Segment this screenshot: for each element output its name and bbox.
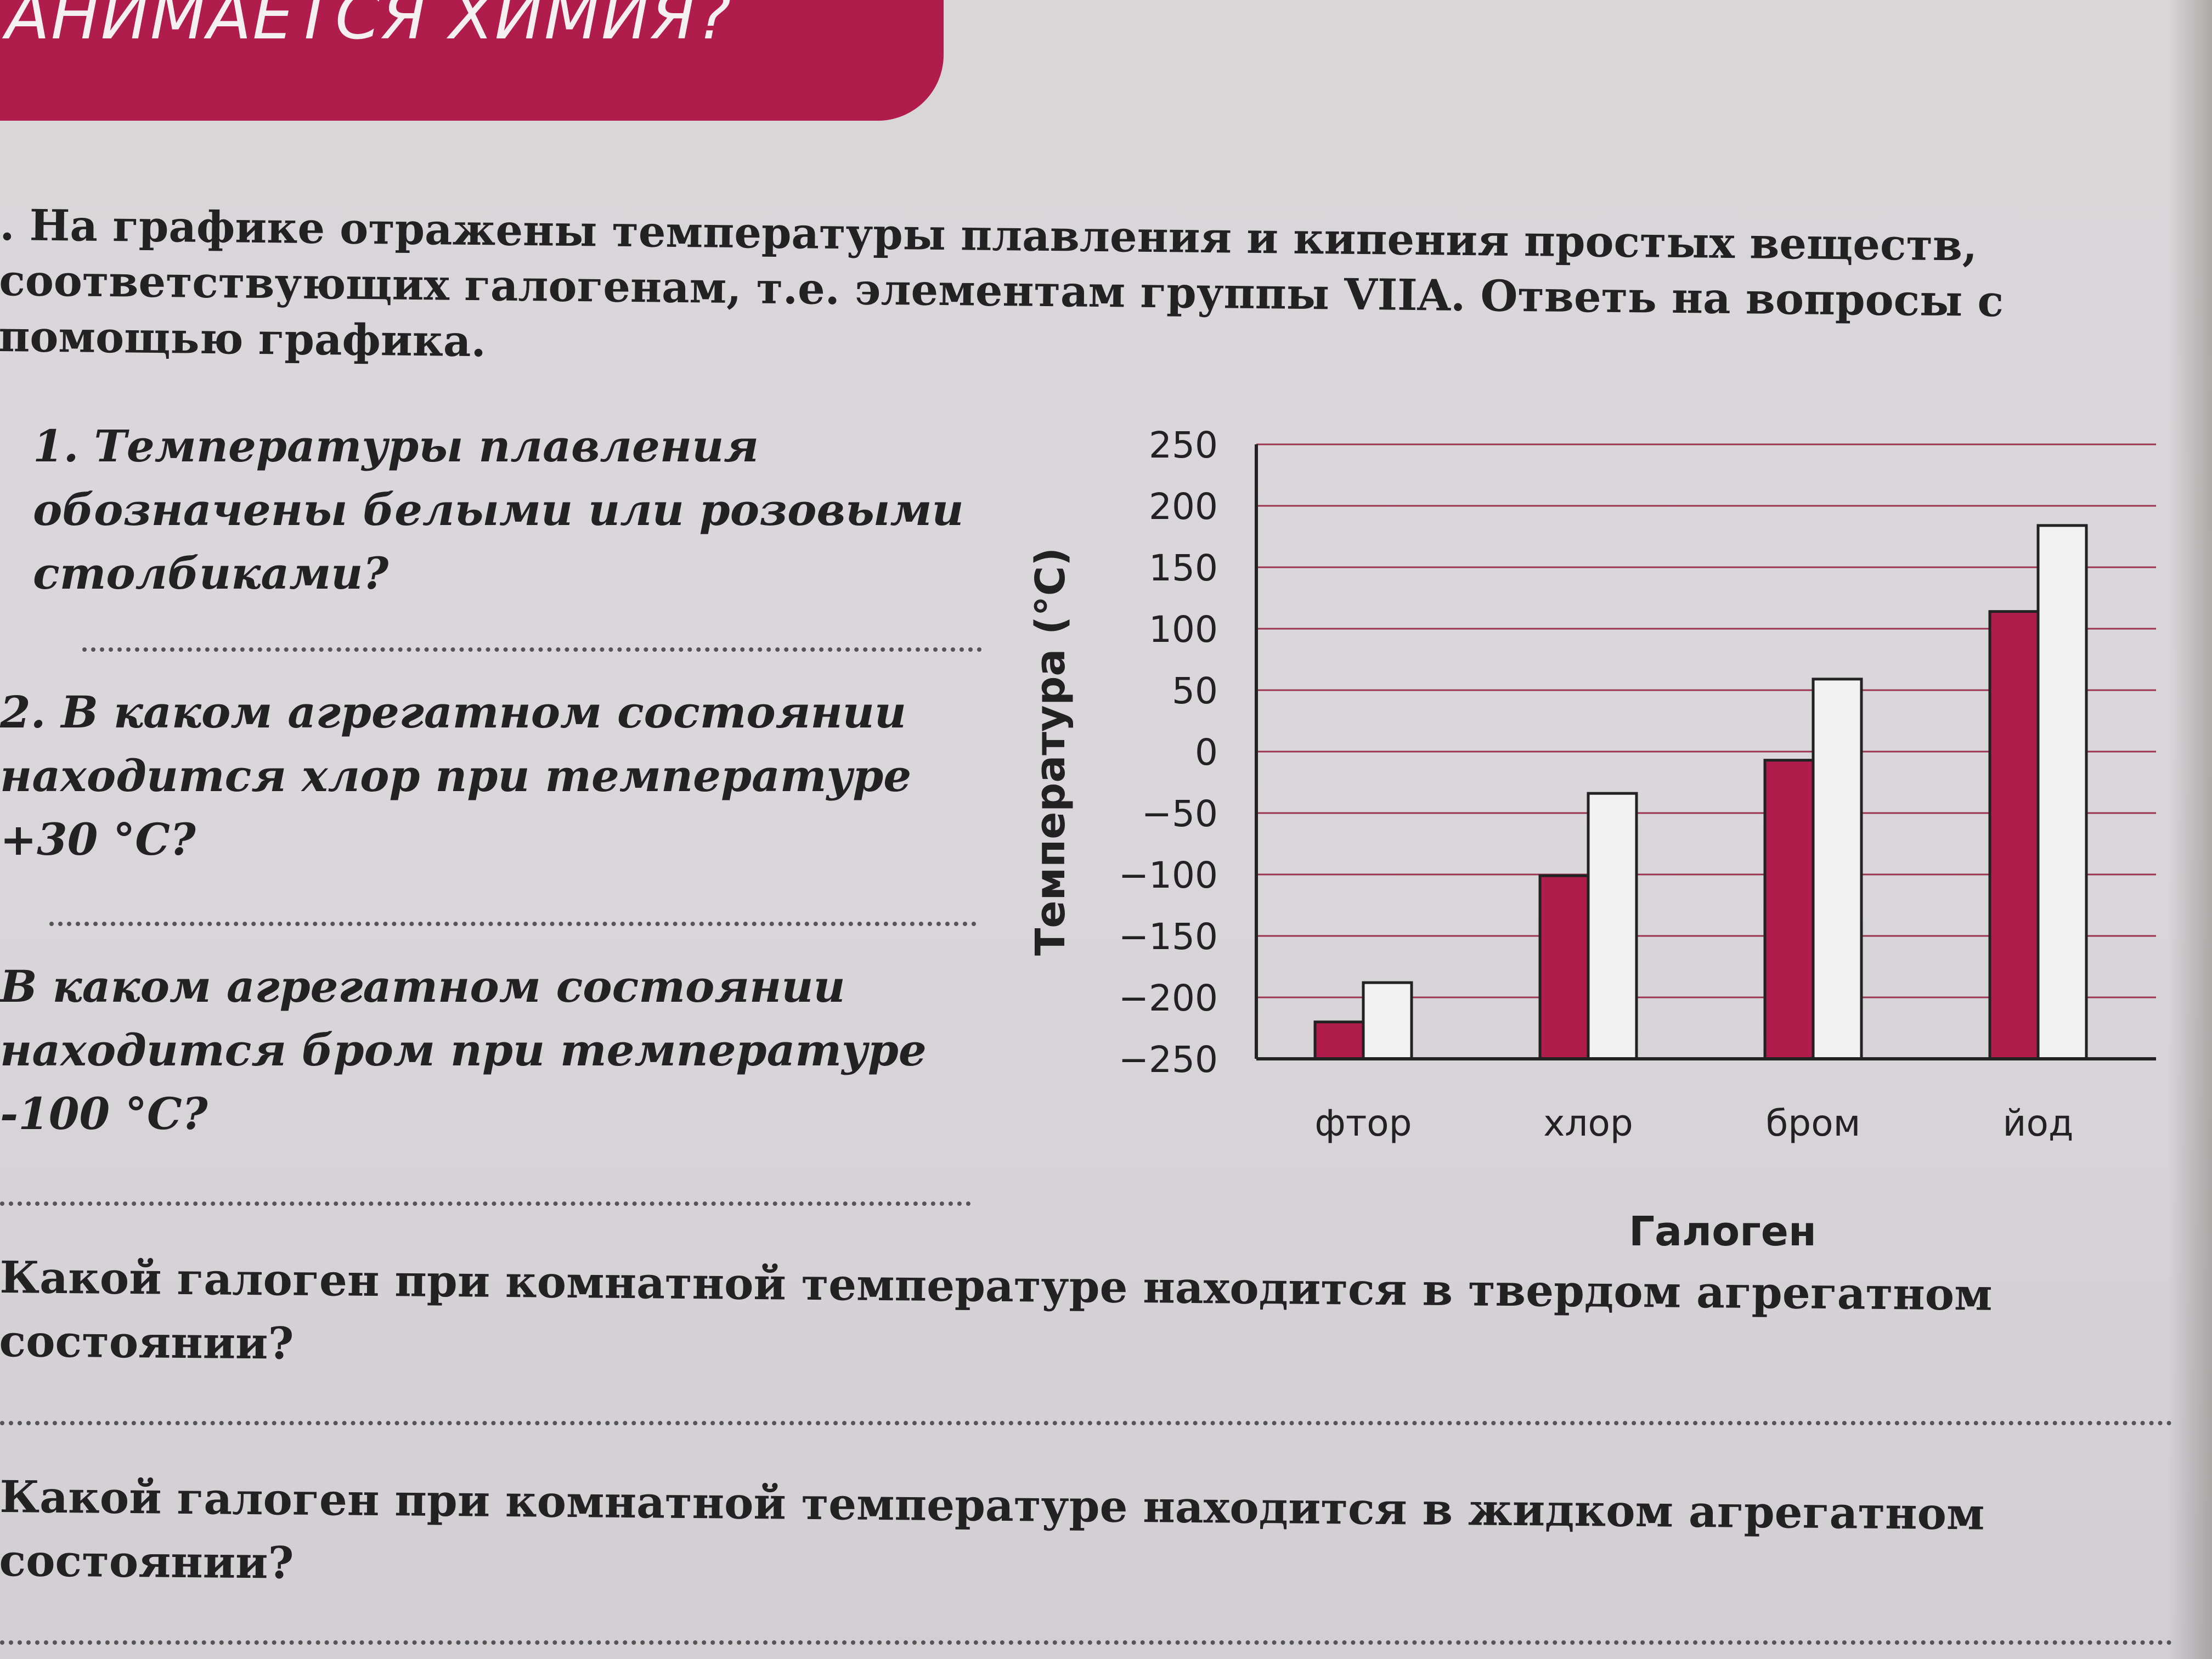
- x-tick-labels: фтор хлор бром йод: [1314, 1102, 2073, 1144]
- chapter-title: АНИМАЕТСЯ ХИМИЯ?: [5, 0, 732, 54]
- y-tick-label: −200: [1119, 977, 1218, 1019]
- answer-line-1[interactable]: [82, 647, 982, 652]
- y-tick-label: 0: [1195, 731, 1218, 774]
- y-tick-label: −50: [1142, 793, 1218, 835]
- question-2: 2. В каком агрегатном состоянии находитс…: [0, 686, 912, 865]
- y-tick-label: 250: [1149, 424, 1218, 466]
- question-1: 1. Температуры плавления обозначены белы…: [33, 420, 964, 599]
- y-tick-label: −100: [1119, 854, 1218, 896]
- bar-бром-1: [1812, 678, 1863, 1060]
- bar-бром-0: [1763, 759, 1815, 1060]
- answer-line-5[interactable]: [0, 1640, 2172, 1645]
- bar-фтор-0: [1313, 1020, 1365, 1060]
- chapter-banner: АНИМАЕТСЯ ХИМИЯ?: [0, 0, 944, 121]
- bar-йод-1: [2036, 524, 2088, 1060]
- question-3: В каком агрегатном состоянии находится б…: [0, 961, 927, 1139]
- bar-хлор-0: [1538, 874, 1590, 1060]
- y-tick-label: −150: [1119, 916, 1218, 958]
- x-tick-label: йод: [2003, 1102, 2074, 1144]
- y-axis-label: Температура (°С): [1027, 548, 1074, 956]
- x-axis-label: Галоген: [1629, 1208, 1816, 1255]
- task-intro: . На графике отражены температуры плавле…: [0, 200, 2004, 367]
- x-tick-label: фтор: [1314, 1102, 1412, 1144]
- answer-line-2[interactable]: [49, 922, 977, 926]
- answer-line-4[interactable]: [0, 1421, 2172, 1425]
- y-tick-label: −250: [1119, 1039, 1218, 1081]
- y-tick-label: 150: [1149, 547, 1218, 589]
- y-tick-label: 100: [1149, 608, 1218, 651]
- y-tick-label: 50: [1172, 670, 1218, 712]
- y-tick-labels: 250 200 150 100 50 0 −50 −100 −150 −200 −250: [1119, 424, 1218, 1081]
- bar-йод-0: [1988, 610, 2040, 1060]
- bar-хлор-1: [1587, 792, 1638, 1060]
- bars: [1313, 524, 2088, 1060]
- answer-line-3[interactable]: [0, 1201, 971, 1206]
- x-tick-label: хлор: [1543, 1102, 1633, 1144]
- question-5: Какой галоген при комнатной температуре …: [0, 1470, 1985, 1589]
- bar-фтор-1: [1362, 981, 1413, 1060]
- page-edge-shadow: [2168, 0, 2212, 1659]
- halogen-temperature-chart: 250 200 150 100 50 0 −50 −100 −150 −200 −250 фтор х…: [1027, 424, 2156, 1255]
- y-tick-label: 200: [1149, 486, 1218, 528]
- x-tick-label: бром: [1766, 1102, 1861, 1144]
